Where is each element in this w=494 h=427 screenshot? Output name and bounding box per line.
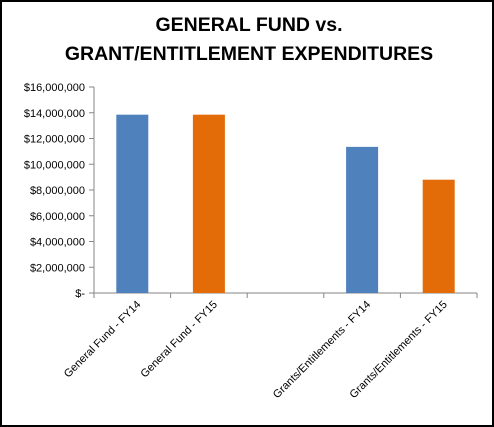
y-tick-label: $- <box>75 288 85 300</box>
y-tick-label: $6,000,000 <box>30 211 85 223</box>
bar <box>192 114 225 294</box>
bar <box>116 114 149 294</box>
y-tick-label: $4,000,000 <box>30 237 85 249</box>
bar <box>422 179 455 293</box>
y-tick-label: $2,000,000 <box>30 262 85 274</box>
chart-title-line-2: GRANT/ENTITLEMENT EXPENDITURES <box>64 43 434 65</box>
bar <box>346 146 379 293</box>
chart-title-line-1: GENERAL FUND vs. <box>155 14 343 36</box>
y-tick-label: $12,000,000 <box>24 134 85 146</box>
y-tick-label: $16,000,000 <box>24 82 85 94</box>
x-tick-label: General Fund - FY15 <box>138 299 220 381</box>
x-tick-label: General Fund - FY14 <box>62 299 144 381</box>
y-tick-label: $14,000,000 <box>24 108 85 120</box>
y-tick-label: $8,000,000 <box>30 185 85 197</box>
y-tick-label: $10,000,000 <box>24 159 85 171</box>
